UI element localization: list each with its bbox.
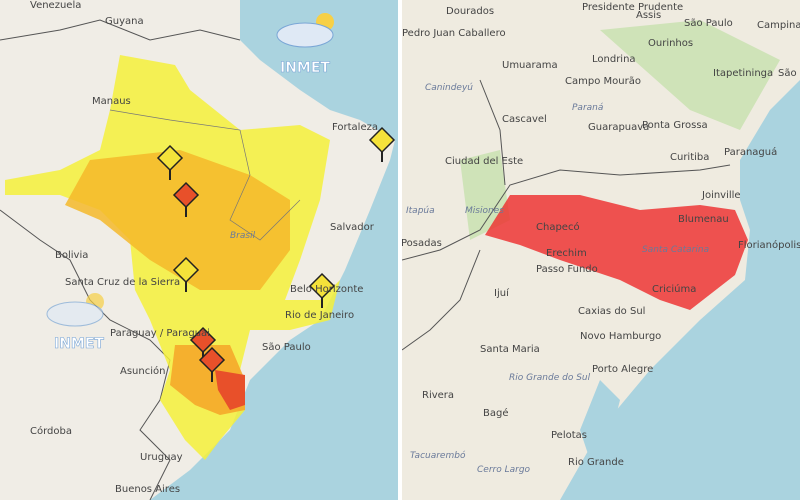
region-label: Tacuarembó <box>410 450 466 461</box>
place-label: Chapecó <box>536 221 580 233</box>
place-label: Caxias do Sul <box>578 306 645 317</box>
icon <box>198 346 226 374</box>
place-label: Manaus <box>92 96 131 107</box>
place-label: Ourinhos <box>648 38 693 49</box>
warning-icons <box>156 126 396 382</box>
forest <box>460 20 780 240</box>
place-label: Novo Hamburgo <box>580 331 661 342</box>
icon <box>172 181 200 209</box>
place-label: Rio Grande <box>568 457 624 468</box>
state-borders <box>109 109 301 241</box>
place-label: Dourados <box>446 6 494 17</box>
place-label: Venezuela <box>30 0 81 11</box>
place-label: Ijuí <box>494 287 510 299</box>
ocean <box>150 0 398 500</box>
place-label: Posadas <box>401 238 442 249</box>
place-label: Asunción <box>120 365 165 377</box>
place-label: Rivera <box>422 390 454 401</box>
place-label: Itapetininga <box>713 68 773 79</box>
left-map: INMET INMET Venezuela Guyana Manaus Fortaleza… <box>0 0 398 500</box>
place-label: Córdoba <box>30 425 72 437</box>
place-label: São Paulo <box>684 18 733 29</box>
place-label: Salvador <box>330 222 375 233</box>
place-label: Erechim <box>546 248 587 259</box>
place-label: Florianópolis <box>738 239 800 251</box>
region-label: Rio Grande do Sul <box>509 373 591 383</box>
red-alert <box>215 370 245 410</box>
region-label: Itapúa <box>406 206 435 216</box>
place-label: Bagé <box>483 407 509 419</box>
border <box>402 164 731 261</box>
place-label: Santa Maria <box>480 344 540 355</box>
place-label: Paranaguá <box>724 146 777 158</box>
place-label: Curitiba <box>670 152 709 163</box>
place-label: Joinville <box>701 190 741 201</box>
icon <box>308 272 336 300</box>
place-label: São Ro <box>778 68 800 79</box>
place-label: Uruguay <box>140 452 183 463</box>
place-label: Buenos Aires <box>115 484 180 495</box>
icon <box>156 144 184 172</box>
place-label: Ciudad del Este <box>445 156 523 167</box>
place-label: São Paulo <box>262 342 311 353</box>
place-label: Blumenau <box>678 214 729 225</box>
border <box>479 79 506 186</box>
place-label: Assis <box>636 10 661 21</box>
place-label: Bolivia <box>55 250 88 261</box>
orange-alert <box>65 150 290 290</box>
logo-text: INMET <box>280 60 330 76</box>
icon <box>189 326 217 354</box>
place-label: Porto Alegre <box>592 364 653 375</box>
place-label: Ponta Grossa <box>642 120 708 131</box>
region-label: Santa Catarina <box>642 245 709 255</box>
border <box>0 209 171 500</box>
place-label: Pedro Juan Caballero <box>402 28 506 39</box>
place-label: Paraguay / Paraguai <box>110 328 210 339</box>
place-label: Pelotas <box>551 430 587 441</box>
divider <box>398 0 402 500</box>
place-label: Guyana <box>105 16 144 27</box>
place-label: Campo Mourão <box>565 76 641 87</box>
place-label: Criciúma <box>652 283 696 295</box>
ocean <box>560 80 800 500</box>
logo-text: INMET <box>54 336 104 352</box>
region-label: Canindeyú <box>425 83 473 93</box>
place-label: Umuarama <box>502 60 558 71</box>
place-label: Fortaleza <box>332 122 378 133</box>
border <box>402 249 481 351</box>
red-alert <box>485 195 748 310</box>
icon <box>172 256 200 284</box>
right-map: Dourados Pedro Juan Caballero Presidente P… <box>401 0 800 500</box>
lagoon <box>580 380 620 460</box>
region-label: Cerro Largo <box>477 465 531 475</box>
place-label: Cascavel <box>502 114 547 125</box>
logo-watermark <box>46 293 104 327</box>
region-label: Misiones <box>465 206 504 216</box>
region-label: Brasil <box>230 231 256 241</box>
logo <box>276 13 334 48</box>
place-label: Guarapuava <box>588 122 649 133</box>
place-label: Santa Cruz de la Sierra <box>65 277 180 288</box>
border <box>0 19 241 41</box>
region-label: Paraná <box>572 103 604 113</box>
place-label: Londrina <box>592 54 636 65</box>
place-label: Presidente Prudente <box>582 2 683 13</box>
icon <box>368 126 396 154</box>
place-label: Belo Horizonte <box>290 284 363 295</box>
place-label: Campinas <box>757 20 800 31</box>
place-label: Rio de Janeiro <box>285 310 354 321</box>
place-label: Passo Fundo <box>536 264 598 275</box>
